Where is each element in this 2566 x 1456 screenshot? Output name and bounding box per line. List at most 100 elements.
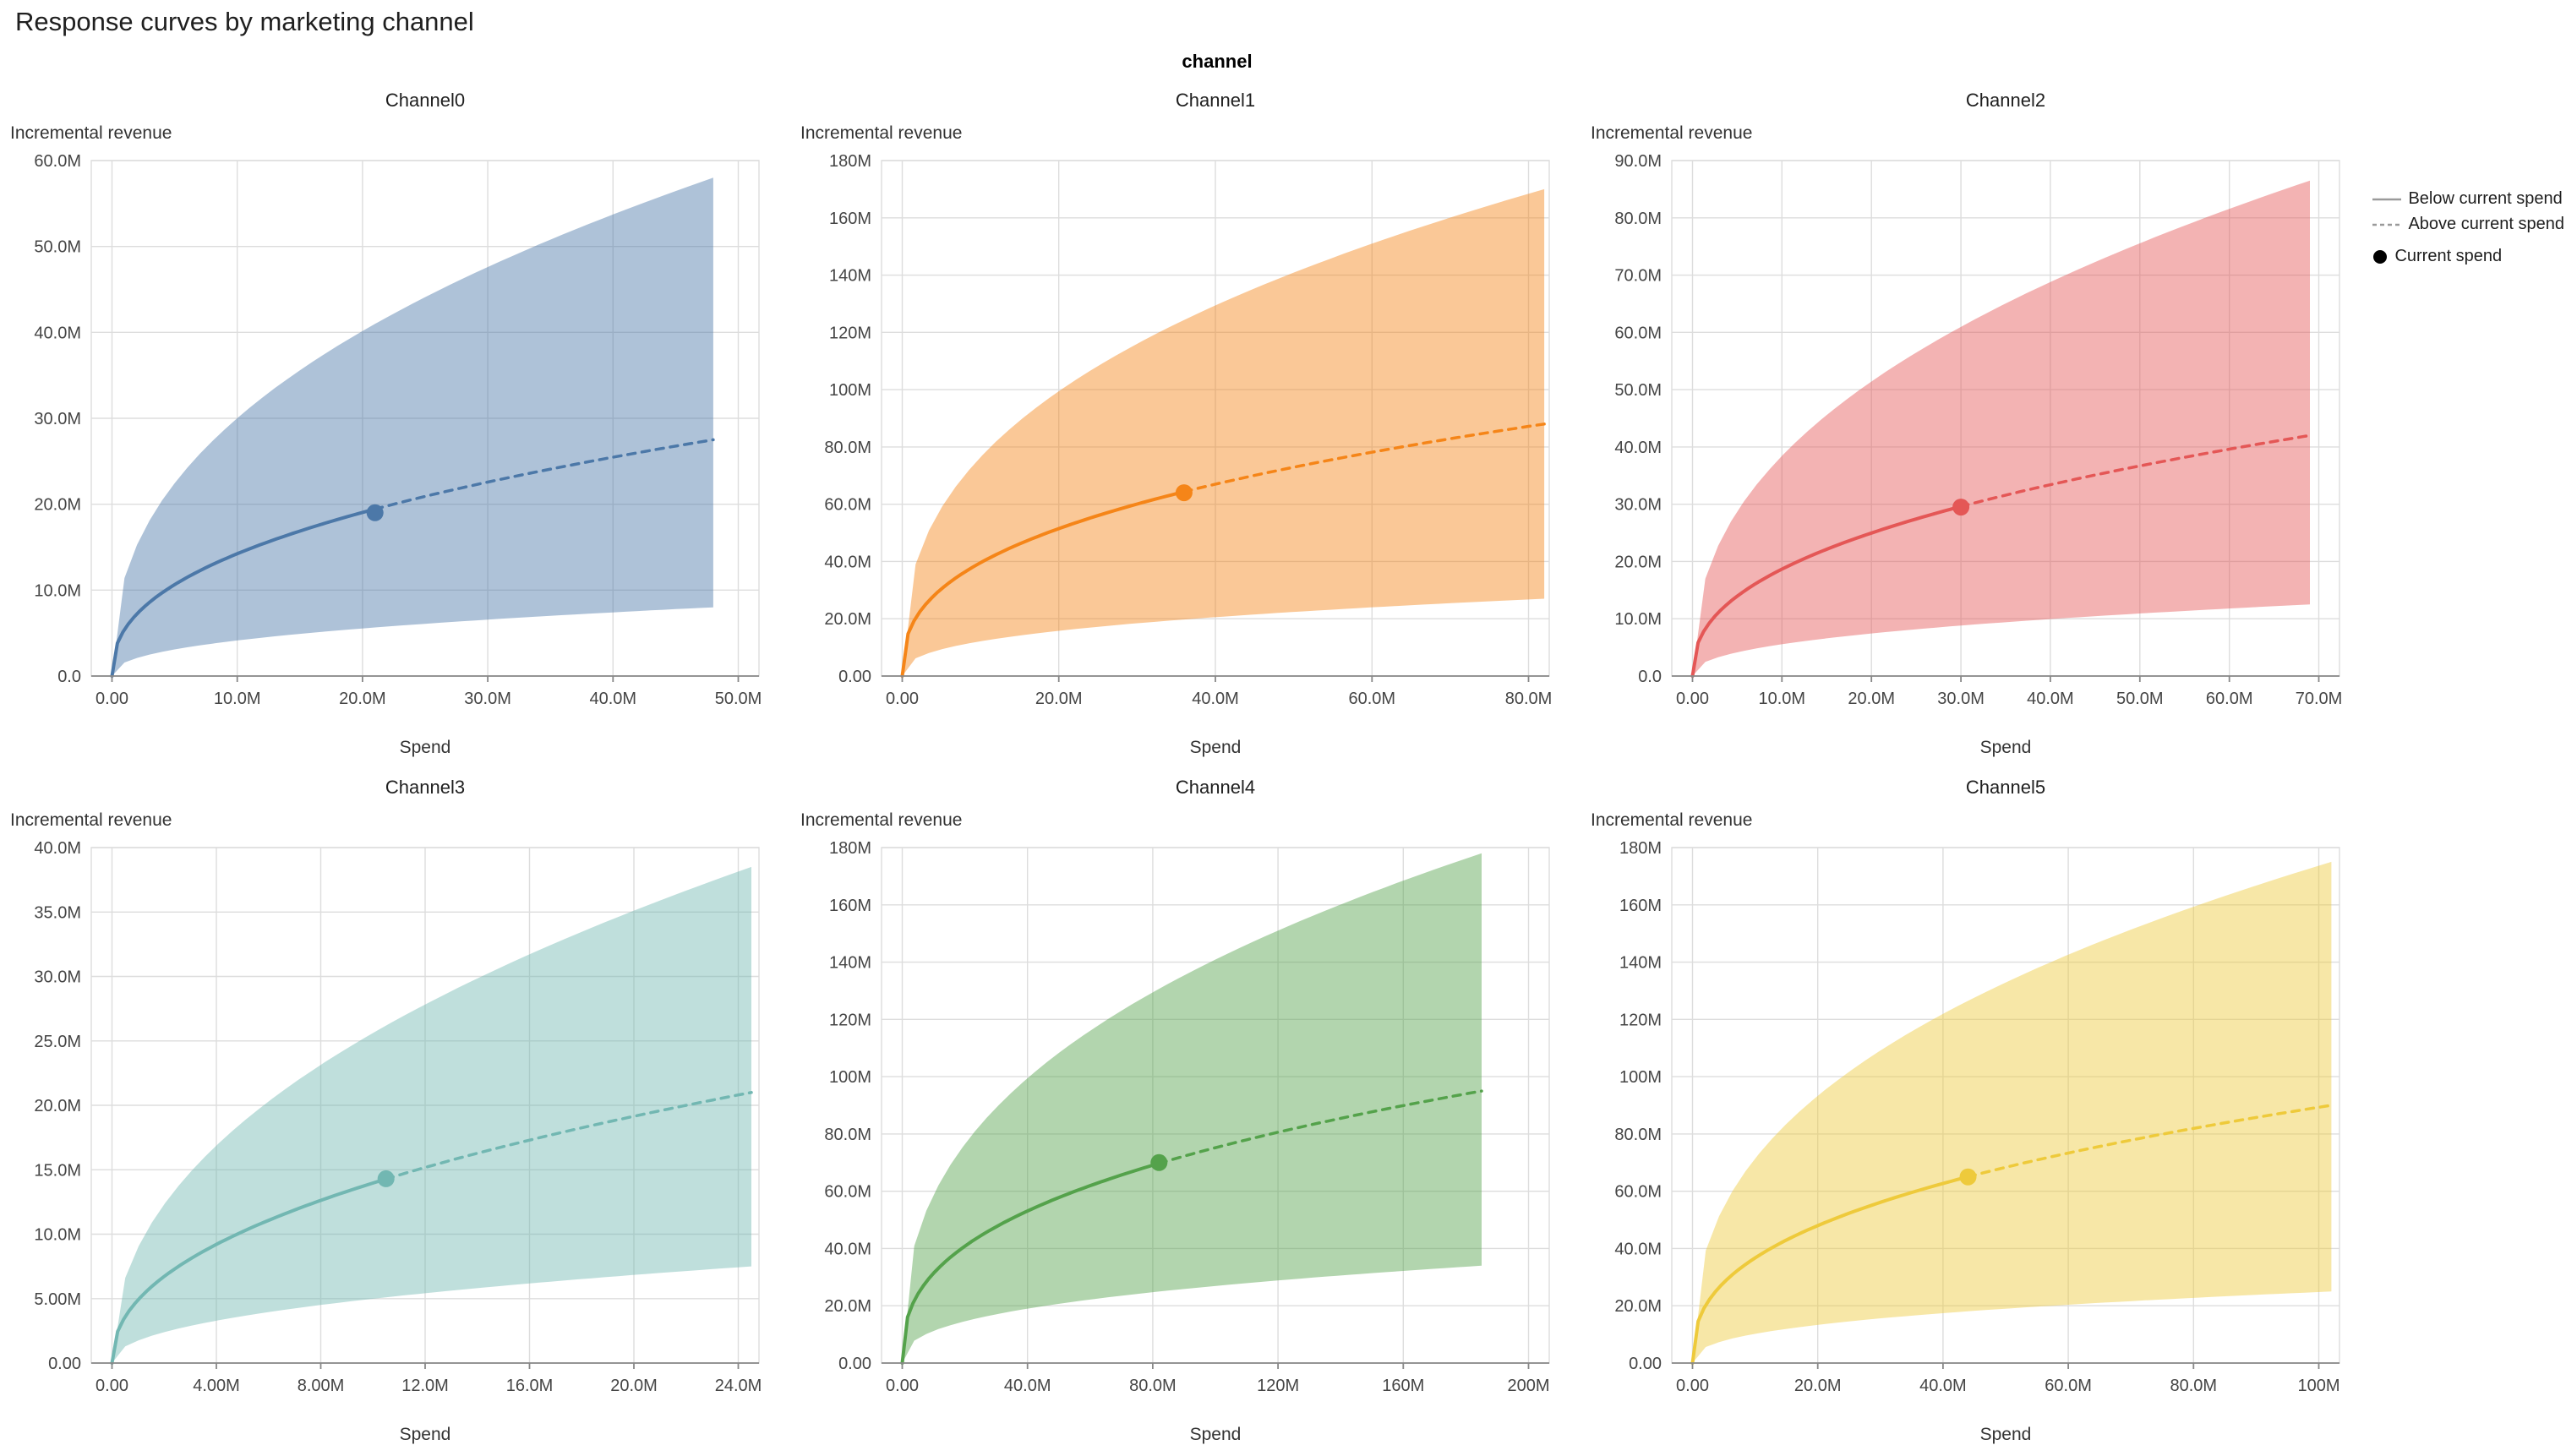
y-tick-label: 10.0M xyxy=(34,581,81,600)
legend-label: Current spend xyxy=(2394,247,2503,265)
x-tick-label: 50.0M xyxy=(2116,690,2164,708)
x-tick-label: 40.0M xyxy=(1919,1377,1967,1395)
x-tick-label: 50.0M xyxy=(715,690,762,708)
credible-interval-band xyxy=(112,866,751,1363)
chart-channel1: 0.00 20.0M 40.0M 60.0M 80.0M 0.00 20.0M 40.0M 60… xyxy=(797,85,1562,765)
y-tick-label: 70.0M xyxy=(1614,267,1662,286)
y-tick-label: 20.0M xyxy=(1614,1297,1662,1316)
y-tick-label: 40.0M xyxy=(1614,1240,1662,1258)
facet-header: channel xyxy=(1182,51,1253,72)
legend-item-below-current-spend: Below current spend xyxy=(2372,189,2564,209)
x-tick-label: 0.00 xyxy=(96,1377,128,1395)
y-tick-label: 160M xyxy=(829,897,871,915)
x-tick-label: 30.0M xyxy=(1937,690,1985,708)
x-axis: 0.00 40.0M 80.0M 120M 160M 200M xyxy=(882,1362,1550,1395)
y-tick-label: 60.0M xyxy=(824,496,871,515)
x-tick-label: 60.0M xyxy=(1349,690,1396,708)
credible-interval-band xyxy=(1692,180,2310,676)
credible-interval-band xyxy=(902,853,1482,1363)
x-axis: 0.00 4.00M 8.00M 12.0M 16.0M 20.0M 24.0M xyxy=(91,1362,762,1395)
chart-channel5: 0.00 20.0M 40.0M 60.0M 80.0M 100M 0.00 20.0M 40.… xyxy=(1587,772,2352,1452)
y-axis: 0.0 10.0M 20.0M 30.0M 40.0M 50.0M 60.0M xyxy=(34,152,81,686)
x-axis: 0.00 20.0M 40.0M 60.0M 80.0M xyxy=(882,675,1552,708)
x-tick-label: 16.0M xyxy=(506,1377,554,1395)
chart-grid: 0.00 10.0M 20.0M 30.0M 40.0M 50.0M 0.0 10.0M 20.… xyxy=(7,85,2352,1452)
legend-label: Above current spend xyxy=(2408,215,2564,233)
x-tick-label: 10.0M xyxy=(214,690,261,708)
response-curve-svg: 0.00 4.00M 8.00M 12.0M 16.0M 20.0M 24.0M 0.00 5.… xyxy=(10,777,762,1444)
median-curve-below-current-spend xyxy=(1690,1175,1970,1365)
current-spend-dot xyxy=(1150,1153,1168,1171)
median-curve-above-current-spend xyxy=(373,438,715,511)
y-tick-label: 20.0M xyxy=(1614,553,1662,571)
x-tick-label: 20.0M xyxy=(1848,690,1895,708)
x-tick-label: 40.0M xyxy=(2027,690,2074,708)
y-tick-label: 20.0M xyxy=(34,496,81,515)
y-tick-label: 140M xyxy=(829,267,871,286)
y-tick-label: 60.0M xyxy=(1614,1183,1662,1202)
subplot-title: Channel4 xyxy=(1176,777,1255,798)
x-axis: 0.00 10.0M 20.0M 30.0M 40.0M 50.0M xyxy=(91,675,762,708)
x-axis-title: Spend xyxy=(1980,738,2032,757)
x-tick-label: 20.0M xyxy=(1035,690,1083,708)
y-tick-label: 40.0M xyxy=(1614,439,1662,457)
x-tick-label: 40.0M xyxy=(1192,690,1239,708)
median-curve-above-current-spend xyxy=(384,1091,753,1181)
y-tick-label: 100M xyxy=(829,1068,871,1087)
y-tick-label: 80.0M xyxy=(824,1126,871,1144)
x-tick-label: 80.0M xyxy=(2170,1377,2218,1395)
current-spend-dot xyxy=(377,1170,395,1187)
y-tick-label: 160M xyxy=(1619,897,1662,915)
legend-item-above-current-spend: Above current spend xyxy=(2372,215,2564,234)
y-tick-label: 20.0M xyxy=(824,610,871,629)
y-tick-label: 60.0M xyxy=(34,152,81,171)
x-tick-label: 0.00 xyxy=(886,1377,919,1395)
y-tick-label: 120M xyxy=(829,324,871,342)
y-tick-label: 20.0M xyxy=(824,1297,871,1316)
y-axis-title: Incremental revenue xyxy=(800,810,962,830)
x-tick-label: 70.0M xyxy=(2296,690,2343,708)
y-axis: 0.00 20.0M 40.0M 60.0M 80.0M 100M 120M 140M 160M… xyxy=(1614,839,1662,1373)
y-tick-label: 60.0M xyxy=(824,1183,871,1202)
y-axis-title: Incremental revenue xyxy=(1591,123,1752,143)
subplot-title: Channel1 xyxy=(1176,90,1255,111)
y-tick-label: 80.0M xyxy=(824,439,871,457)
y-tick-label: 80.0M xyxy=(1614,210,1662,228)
y-tick-label: 30.0M xyxy=(34,968,81,987)
y-tick-label: 15.0M xyxy=(34,1161,81,1180)
x-tick-label: 40.0M xyxy=(1004,1377,1051,1395)
subplot-title: Channel3 xyxy=(385,777,465,798)
median-curve-above-current-spend xyxy=(1182,423,1546,494)
y-tick-label: 0.0 xyxy=(57,668,81,686)
y-axis: 0.0 10.0M 20.0M 30.0M 40.0M 50.0M 60.0M 70.0M 80… xyxy=(1614,152,1662,686)
x-axis-title: Spend xyxy=(1980,1425,2032,1444)
y-tick-label: 0.00 xyxy=(1629,1355,1662,1373)
x-tick-label: 20.0M xyxy=(339,690,386,708)
y-axis-title: Incremental revenue xyxy=(10,810,172,830)
x-axis-title: Spend xyxy=(400,738,451,757)
x-tick-label: 60.0M xyxy=(2206,690,2253,708)
current-spend-dot xyxy=(1959,1168,1977,1186)
x-tick-label: 8.00M xyxy=(298,1377,345,1395)
x-axis-title: Spend xyxy=(1190,1425,1242,1444)
median-curve-above-current-spend xyxy=(1966,1104,2334,1179)
median-curve-below-current-spend xyxy=(110,507,377,678)
y-tick-label: 0.00 xyxy=(48,1355,81,1373)
y-tick-label: 140M xyxy=(1619,954,1662,973)
subplot-title: Channel2 xyxy=(1966,90,2045,111)
gridlines xyxy=(91,847,759,1364)
median-curve-below-current-spend xyxy=(900,489,1186,678)
y-axis: 0.00 20.0M 40.0M 60.0M 80.0M 100M 120M 140M 160M… xyxy=(824,839,871,1373)
gridlines xyxy=(882,160,1549,677)
x-tick-label: 4.00M xyxy=(193,1377,240,1395)
legend-item-current-spend: Current spend xyxy=(2372,247,2564,266)
credible-interval-band xyxy=(902,188,1545,676)
response-curve-svg: 0.00 20.0M 40.0M 60.0M 80.0M 0.00 20.0M 40.0M 60… xyxy=(800,90,1552,757)
response-curve-svg: 0.00 10.0M 20.0M 30.0M 40.0M 50.0M 60.0M 70.0M0… xyxy=(1591,90,2343,757)
dot-icon xyxy=(2373,249,2388,264)
response-curve-svg: 0.00 10.0M 20.0M 30.0M 40.0M 50.0M 0.0 10.0M 20.… xyxy=(10,90,762,757)
legend-label: Below current spend xyxy=(2408,189,2563,208)
credible-interval-band xyxy=(112,177,713,677)
gridlines xyxy=(1672,160,2339,677)
y-tick-label: 0.00 xyxy=(838,1355,871,1373)
